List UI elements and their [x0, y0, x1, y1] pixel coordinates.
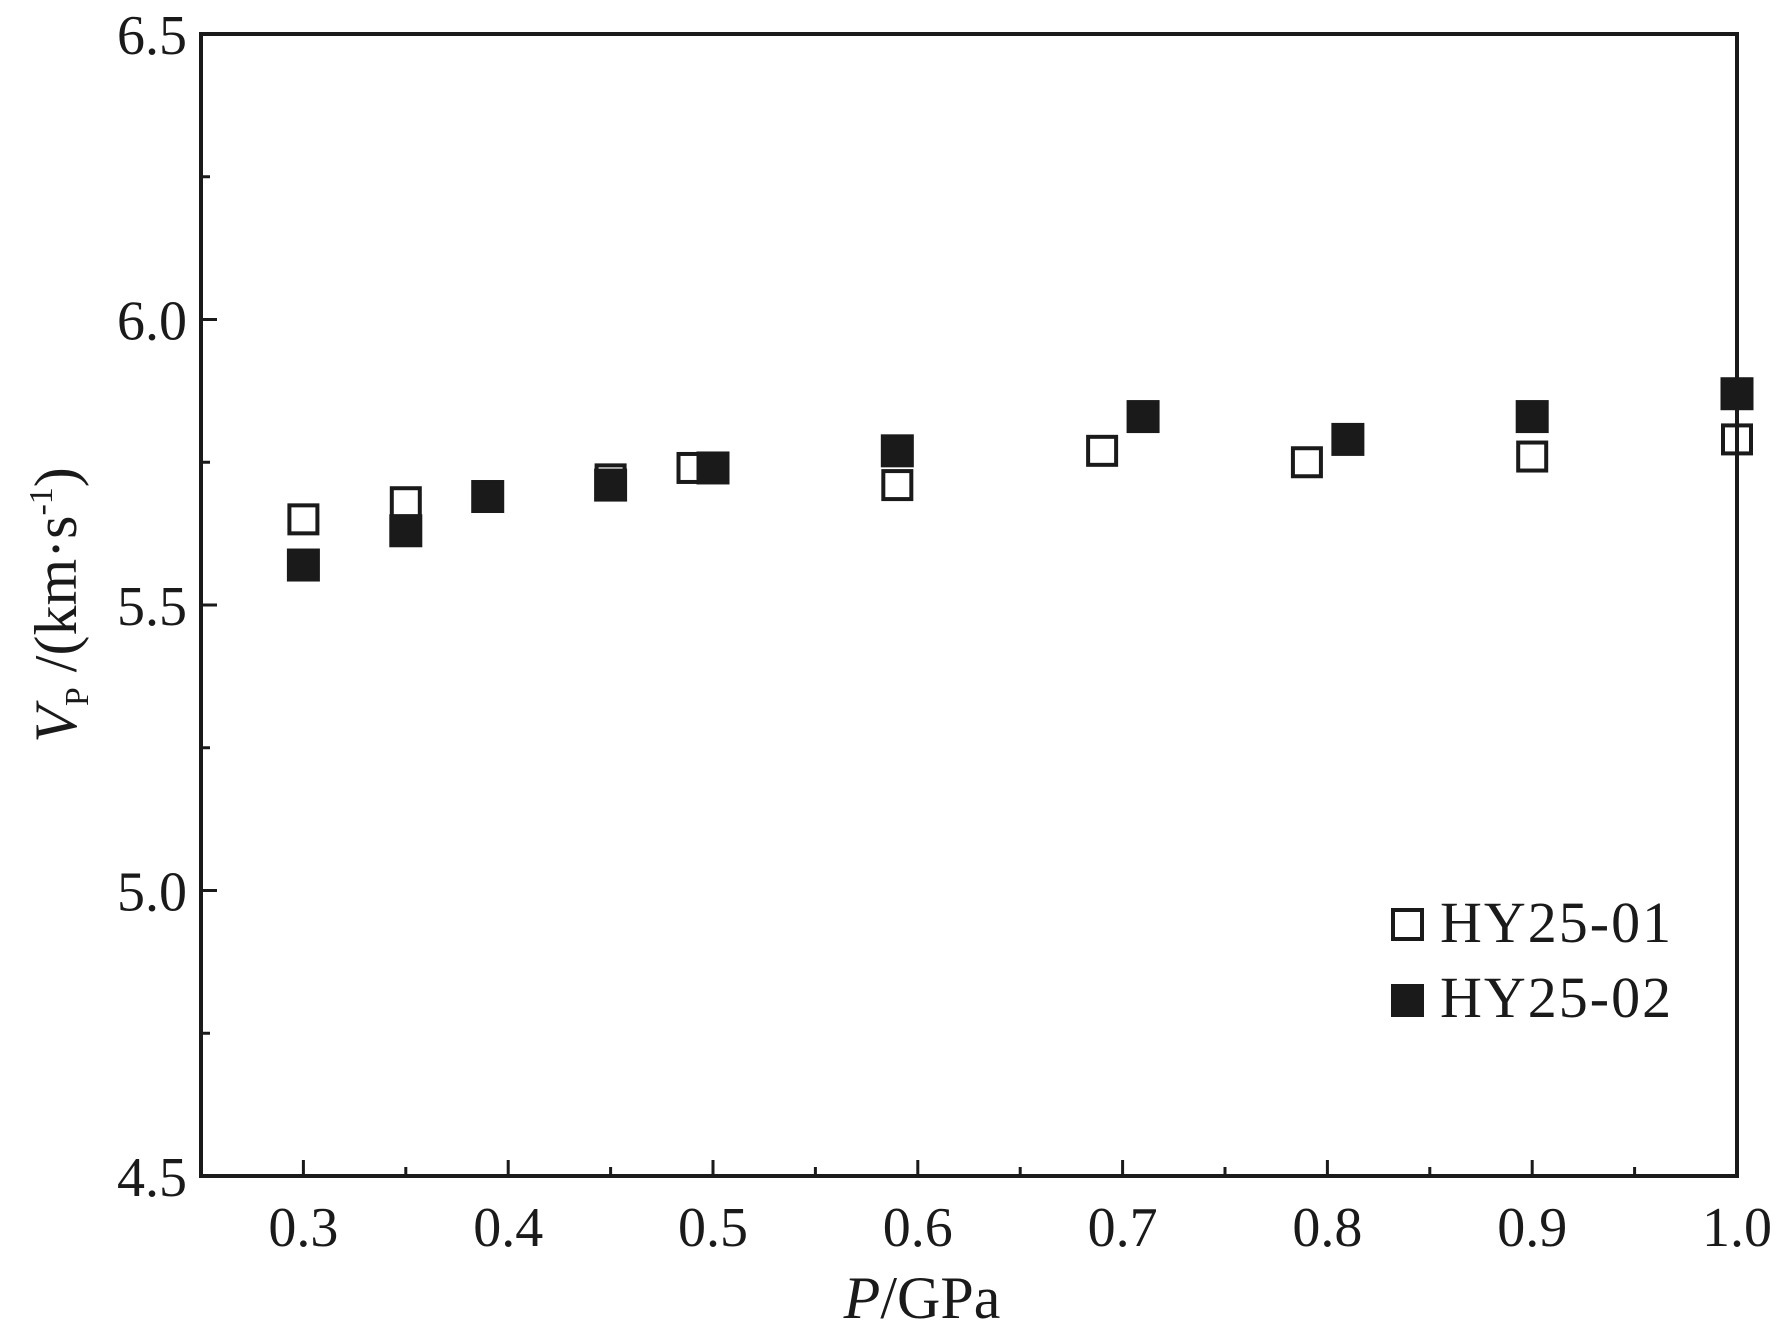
legend-label-hy25-02: HY25-02 — [1440, 965, 1673, 1030]
x-tick-label: 0.9 — [1497, 1197, 1567, 1259]
x-tick-label: 0.5 — [678, 1197, 748, 1259]
x-tick-label: 0.6 — [883, 1197, 953, 1259]
y-tick-labels: 4.5 5.0 5.5 6.0 6.5 — [117, 5, 187, 1209]
y-axis-label-close: ) — [23, 467, 89, 487]
plot-frame — [199, 32, 1739, 1178]
data-point-hy25-02 — [471, 480, 505, 514]
x-tick-label: 1.0 — [1702, 1197, 1772, 1259]
data-point-hy25-01 — [389, 486, 422, 519]
data-point-hy25-01 — [1516, 440, 1549, 473]
x-tick-label: 0.8 — [1292, 1197, 1362, 1259]
data-point-hy25-02 — [880, 434, 914, 468]
y-axis-label-var: V — [23, 700, 89, 743]
x-tick-label: 0.7 — [1088, 1197, 1158, 1259]
data-point-hy25-01 — [881, 469, 914, 502]
x-tick-labels: 0.3 0.4 0.5 0.6 0.7 0.8 0.9 1.0 — [268, 1197, 1772, 1259]
y-tick-label: 6.5 — [117, 5, 187, 67]
y-axis-ticks — [201, 32, 217, 1178]
x-tick-label: 0.3 — [268, 1197, 338, 1259]
data-point-hy25-02 — [286, 548, 320, 582]
data-point-hy25-02 — [389, 514, 423, 548]
y-axis-label-unit: /(km·s — [23, 516, 89, 688]
y-tick-label: 6.0 — [117, 291, 187, 353]
x-axis-ticks — [301, 1160, 1739, 1176]
legend: HY25-01 HY25-02 — [1391, 890, 1673, 1030]
y-tick-label: 5.5 — [117, 576, 187, 638]
x-axis-label-unit: /GPa — [880, 1265, 1000, 1331]
data-point-hy25-01 — [1086, 434, 1119, 467]
y-axis-label-sup: -1 — [23, 487, 60, 515]
data-point-hy25-01 — [287, 503, 320, 536]
data-point-hy25-02 — [1515, 400, 1549, 434]
data-point-hy25-01 — [1290, 446, 1323, 479]
data-point-hy25-02 — [1126, 400, 1160, 434]
x-axis-label: P/GPa — [843, 1265, 1001, 1331]
legend-marker-filled-square — [1391, 984, 1424, 1017]
data-point-hy25-02 — [594, 468, 628, 502]
x-tick-label: 0.4 — [473, 1197, 543, 1259]
legend-marker-open-square — [1391, 908, 1424, 941]
data-points — [286, 377, 1754, 582]
y-axis-label: VP /(km·s-1) — [23, 467, 96, 743]
data-point-hy25-02 — [1331, 422, 1365, 456]
legend-label-hy25-01: HY25-01 — [1440, 890, 1673, 955]
x-axis-label-var: P — [843, 1265, 881, 1331]
data-point-hy25-02 — [696, 451, 730, 485]
y-axis-label-sub: P — [59, 687, 96, 706]
y-tick-label: 5.0 — [117, 862, 187, 924]
y-tick-label: 4.5 — [117, 1147, 187, 1209]
